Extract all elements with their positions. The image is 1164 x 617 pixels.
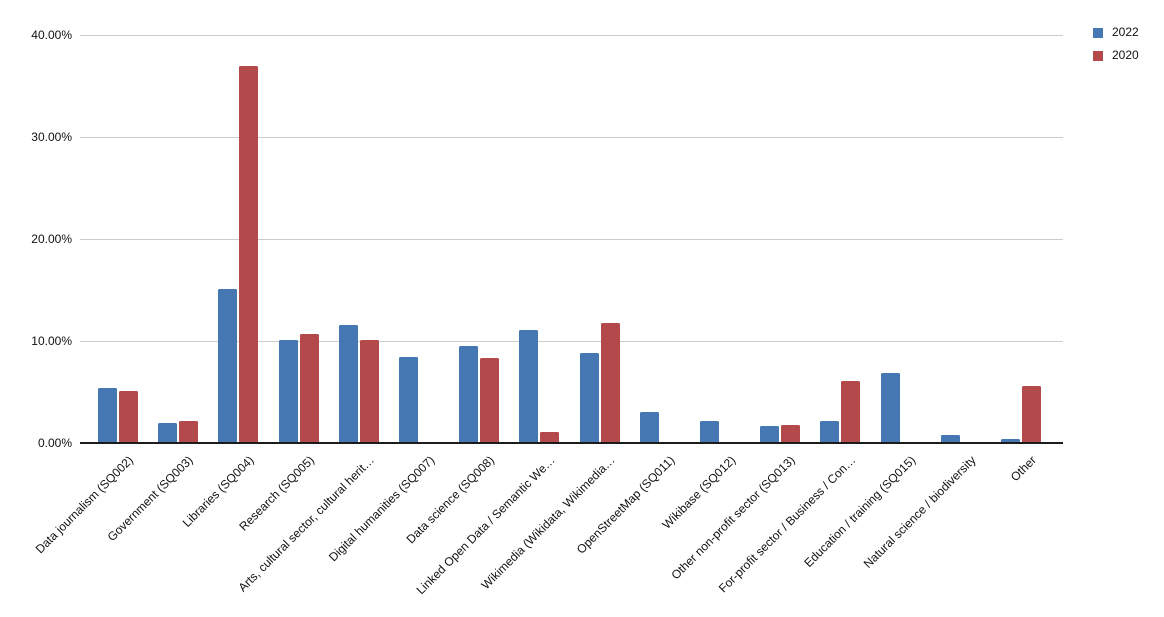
bar-2020 <box>179 420 199 443</box>
bar-2022 <box>459 346 479 443</box>
bar-2022 <box>820 420 840 443</box>
y-axis-labels: 0.00% 10.00% 20.00% 30.00% 40.00% <box>0 0 72 617</box>
bar-2020 <box>1022 385 1041 443</box>
bar-2022 <box>760 425 780 443</box>
bar-group <box>158 420 199 443</box>
x-axis-category-label: Natural science / biodiversity <box>860 453 979 571</box>
bar-2020 <box>600 322 620 443</box>
y-axis-tick-label: 40.00% <box>31 28 72 42</box>
bar-2020 <box>841 380 861 443</box>
bar-group <box>218 65 259 443</box>
bar-2022 <box>639 412 659 443</box>
y-axis-tick-label: 20.00% <box>31 232 72 246</box>
x-axis-category-label: OpenStreetMap (SQ011) <box>574 453 678 557</box>
bar-2022 <box>218 288 238 443</box>
x-axis-line <box>80 442 1063 444</box>
bar-group <box>760 424 801 443</box>
gridline <box>80 341 1063 342</box>
y-axis-tick-label: 0.00% <box>37 436 72 450</box>
gridline <box>80 35 1063 36</box>
bar-group <box>459 346 500 443</box>
gridline <box>80 137 1063 138</box>
bar-2022 <box>700 420 719 443</box>
bar-2022 <box>98 387 117 443</box>
bar-2022 <box>338 324 358 443</box>
legend-label: 2020 <box>1112 48 1139 62</box>
legend-item: 2022 <box>1093 26 1139 39</box>
legend: 2022 2020 <box>1093 26 1139 62</box>
bar-group <box>338 324 379 443</box>
bar-2022 <box>880 372 900 443</box>
legend-item: 2020 <box>1093 49 1139 62</box>
bars-container <box>80 35 1063 443</box>
plot-area <box>80 35 1063 444</box>
bar-group <box>399 357 439 443</box>
bar-group <box>820 380 861 443</box>
gridline <box>80 239 1063 240</box>
bar-2020 <box>540 431 560 443</box>
legend-swatch-icon <box>1093 50 1103 61</box>
bar-group <box>880 372 921 443</box>
bar-group <box>98 387 138 443</box>
bar-2020 <box>119 390 138 443</box>
bar-2022 <box>1001 438 1020 443</box>
bar-2022 <box>158 422 178 443</box>
bar-2022 <box>940 434 960 443</box>
bar-group <box>940 434 981 443</box>
bar-2020 <box>239 65 259 443</box>
bar-2020 <box>359 339 379 443</box>
legend-swatch-icon <box>1093 27 1103 38</box>
bar-group <box>639 412 680 443</box>
bar-group <box>700 420 740 443</box>
bar-2020 <box>781 424 801 443</box>
x-axis-category-label: Data journalism (SQ002) <box>32 453 136 557</box>
bar-2022 <box>519 329 539 443</box>
x-axis-category-label: Other <box>1007 453 1039 485</box>
bar-group <box>519 329 560 443</box>
x-axis-category-label: Digital humanities (SQ007) <box>325 453 437 565</box>
y-axis-tick-label: 10.00% <box>31 334 72 348</box>
bar-2022 <box>579 353 599 443</box>
bar-group <box>278 333 319 443</box>
legend-label: 2022 <box>1112 25 1139 39</box>
x-axis-labels: Data journalism (SQ002) Government (SQ003… <box>0 445 1164 610</box>
bar-2022 <box>399 357 418 443</box>
bar-2020 <box>480 358 500 443</box>
x-axis-category-label: Education / training (SQ015) <box>801 453 919 570</box>
bar-group <box>579 322 620 443</box>
y-axis-tick-label: 30.00% <box>31 130 72 144</box>
bar-2022 <box>278 339 298 443</box>
bar-2020 <box>299 333 319 443</box>
x-axis-category-label: Other non-profit sector (SQ013) <box>668 453 799 583</box>
bar-group <box>1001 385 1041 443</box>
